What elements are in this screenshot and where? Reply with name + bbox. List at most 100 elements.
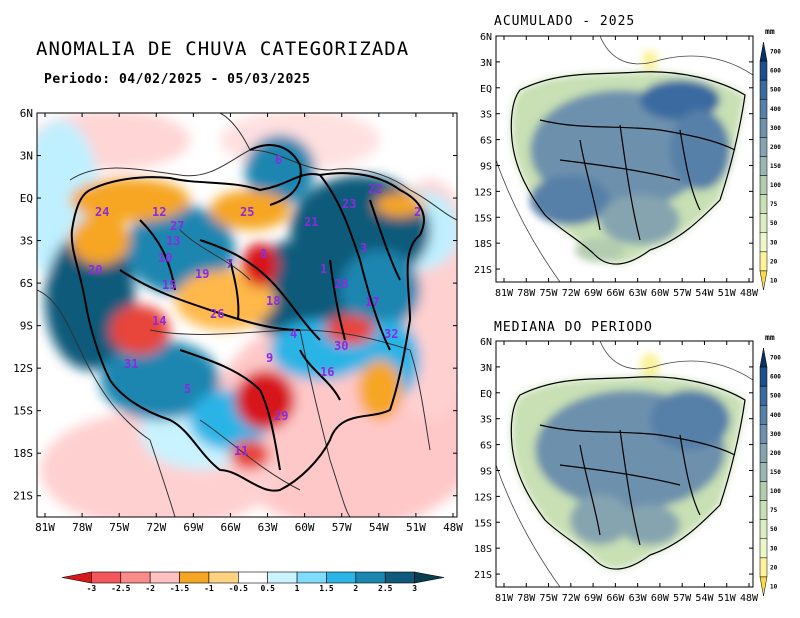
colorbar-tick-label: 2.5: [378, 584, 393, 593]
lon-tick-label: 81W: [35, 521, 55, 534]
anomaly-colorbar: -3 -2.5 -2 -1.5 -1 -0.5 0.5 1 1.5 2 2.5 3: [61, 571, 445, 593]
basin-label: 22: [368, 182, 382, 196]
precip-swatch: [759, 175, 768, 195]
basin-label: 5: [184, 382, 191, 396]
precip-tick-label: 300: [770, 125, 781, 132]
colorbar-tick-label: 1: [295, 584, 300, 593]
precip-swatch: [759, 424, 768, 444]
basin-label: 29: [274, 409, 288, 423]
colorbar-tick-label: -1.5: [170, 584, 189, 593]
precip-swatch: [759, 98, 768, 119]
lon-tick-label: 54W: [369, 521, 389, 534]
lat-tick-label: 6S: [20, 277, 33, 290]
colorbar-swatch: [61, 571, 92, 584]
basin-label: 8: [260, 247, 267, 261]
colorbar-tick-label: 1.5: [319, 584, 334, 593]
lon-tick-label: 78W: [72, 521, 92, 534]
mediana-title: MEDIANA DO PERIODO: [494, 320, 653, 335]
lon-tick-label: 66W: [606, 288, 625, 299]
lon-tick-label: 66W: [221, 521, 241, 534]
basin-label: 2: [414, 205, 421, 219]
basin-label: 24: [95, 205, 109, 219]
precip-tick-label: 20: [770, 564, 778, 571]
colorbar-swatch: [355, 571, 386, 584]
basin-label: 6: [275, 153, 282, 167]
acumulado-frame: [495, 35, 754, 283]
mediana-basins: [510, 376, 746, 570]
basin-label: 31: [124, 357, 138, 371]
colorbar-tick-label: -2: [145, 584, 155, 593]
lat-tick-label: 9S: [480, 466, 492, 477]
precip-tick-label: 400: [770, 106, 781, 113]
basin-label: 3: [360, 241, 367, 255]
basin-label: 1: [320, 262, 327, 276]
lon-tick-label: 69W: [584, 593, 603, 604]
precip-swatch: [759, 213, 768, 234]
lon-tick-label: 63W: [629, 593, 648, 604]
lon-tick-label: 75W: [109, 521, 129, 534]
lat-tick-label: 15S: [474, 213, 492, 224]
colorbar-swatch: [384, 571, 415, 584]
precip-tick-label: 50: [770, 526, 778, 533]
precip-swatch: [759, 194, 768, 214]
colorbar-tick-label: -0.5: [229, 584, 248, 593]
precip-tick-label: 100: [770, 488, 781, 495]
lat-tick-label: 12S: [474, 187, 492, 198]
precip-tick-label: 500: [770, 87, 781, 94]
basin-outlines: [70, 144, 425, 492]
lon-tick-label: 54W: [695, 593, 714, 604]
lat-tick-label: 6S: [480, 441, 492, 452]
precip-unit: mm: [765, 27, 775, 36]
lat-tick-label: 6N: [480, 32, 492, 43]
lat-tick-label: 3N: [20, 150, 33, 163]
basin-label: 27: [170, 219, 184, 233]
precip-tick-label: 75: [770, 507, 778, 514]
mediana-borders: [496, 341, 753, 587]
precip-tick-label: 30: [770, 239, 778, 246]
precip-tick-label: 700: [770, 355, 781, 362]
lat-tick-label: 15S: [13, 405, 33, 418]
precip-swatch: [759, 251, 768, 272]
precip-swatch: [759, 41, 768, 62]
mediana-frame: [495, 340, 754, 588]
lon-tick-label: 81W: [495, 593, 514, 604]
lat-tick-label: 12S: [474, 492, 492, 503]
lat-tick-label: 21S: [13, 490, 33, 503]
basin-label: 15: [162, 278, 176, 292]
basin-label: 23: [342, 197, 356, 211]
lon-tick-label: 57W: [673, 593, 692, 604]
lat-tick-label: 21S: [474, 570, 492, 581]
lon-tick-label: 60W: [651, 288, 670, 299]
period-text: Periodo: 04/02/2025 - 05/03/2025: [44, 72, 311, 87]
precip-tick-label: 200: [770, 450, 781, 457]
lat-tick-label: 6S: [480, 136, 492, 147]
lat-tick-label: 3N: [480, 58, 492, 69]
lat-tick-label: 9S: [20, 320, 33, 333]
precip-swatch: [759, 385, 768, 406]
precip-tick-label: 600: [770, 374, 781, 381]
precip-tick-label: 300: [770, 431, 781, 438]
lat-tick-label: EQ: [20, 192, 33, 205]
precip-tick-label: 20: [770, 258, 778, 265]
precip-tick-label: 10: [770, 583, 778, 590]
acumulado-borders: [496, 36, 753, 282]
basin-label: 7: [226, 257, 233, 271]
lon-tick-label: 60W: [651, 593, 670, 604]
basin-label: 4: [290, 327, 297, 341]
precip-tick-label: 200: [770, 144, 781, 151]
lat-tick-label: EQ: [480, 84, 492, 95]
acumulado-field: [496, 36, 753, 282]
lon-tick-label: 81W: [495, 288, 514, 299]
lon-tick-label: 57W: [332, 521, 352, 534]
lon-tick-label: 48W: [740, 593, 759, 604]
precip-tick-label: 600: [770, 68, 781, 75]
precip-swatch: [759, 347, 768, 368]
lon-tick-label: 48W: [740, 288, 759, 299]
colorbar-tick-label: -2.5: [111, 584, 130, 593]
precip-swatch: [759, 462, 768, 482]
lon-tick-label: 69W: [183, 521, 203, 534]
lat-tick-label: 6N: [20, 107, 33, 120]
